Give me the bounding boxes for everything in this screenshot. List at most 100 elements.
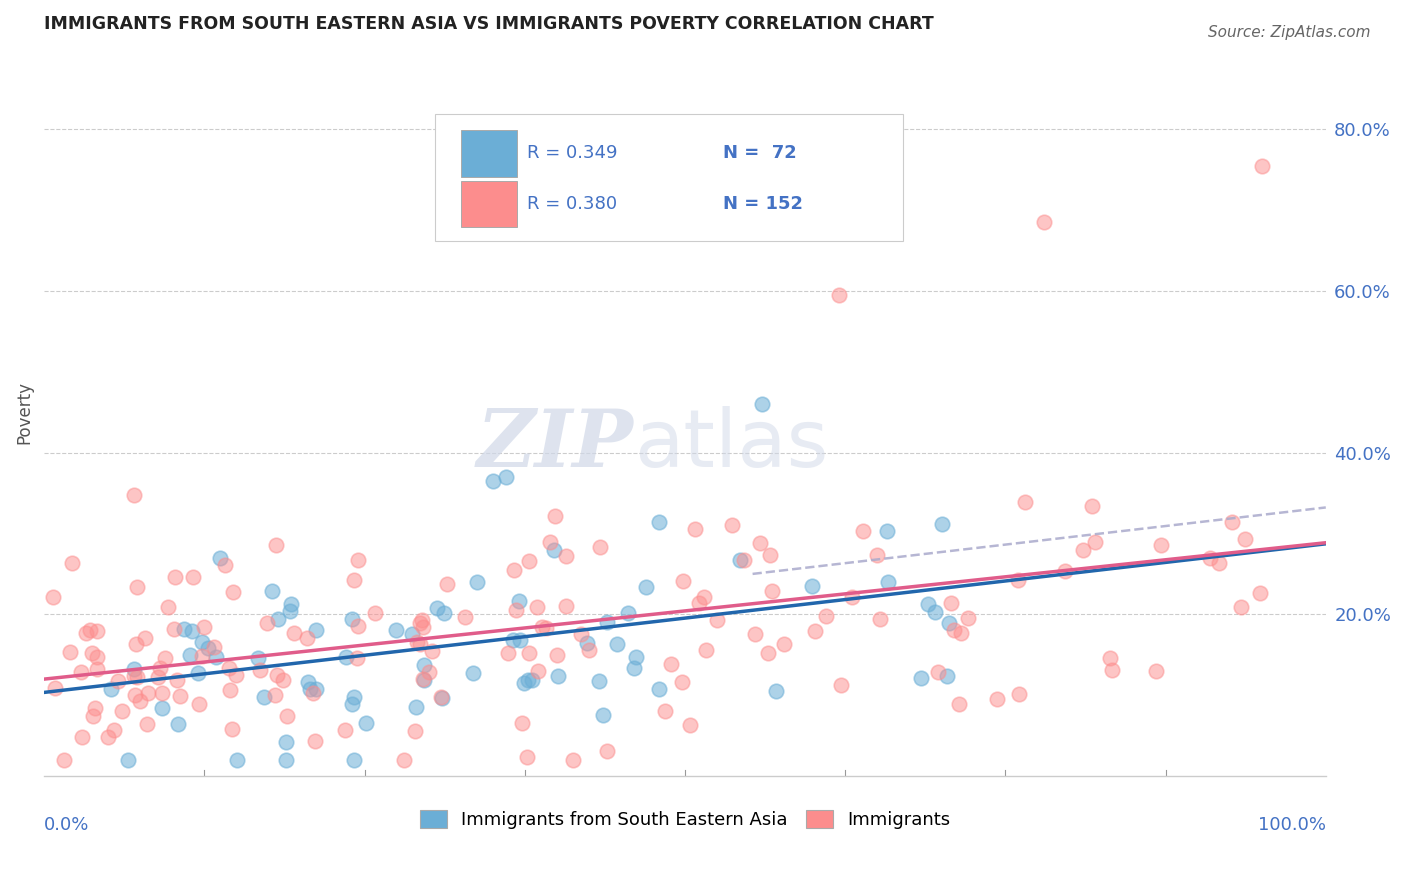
Point <box>555 549 578 563</box>
Point <box>409 637 432 651</box>
Point <box>636 580 658 594</box>
Point <box>343 753 366 767</box>
Point <box>866 548 889 562</box>
Point <box>134 631 156 645</box>
Point <box>59 645 82 659</box>
Point <box>1250 159 1272 173</box>
Point <box>430 691 453 706</box>
Point <box>1199 551 1222 566</box>
Point <box>283 625 305 640</box>
Point <box>413 673 436 687</box>
Point <box>69 665 91 680</box>
Text: atlas: atlas <box>634 406 828 484</box>
Point <box>267 612 290 626</box>
Point <box>208 551 231 566</box>
Point <box>578 642 600 657</box>
Point <box>260 583 283 598</box>
Point <box>204 640 226 654</box>
Point <box>956 611 979 625</box>
Point <box>938 615 960 630</box>
Y-axis label: Poverty: Poverty <box>15 381 32 444</box>
Point <box>122 488 145 502</box>
Point <box>706 613 728 627</box>
Point <box>502 633 524 648</box>
Text: N =  72: N = 72 <box>724 145 797 162</box>
Point <box>852 524 875 538</box>
Point <box>188 698 211 712</box>
Point <box>931 516 953 531</box>
Point <box>496 646 519 660</box>
Point <box>517 647 540 661</box>
Point <box>354 715 377 730</box>
Point <box>592 707 614 722</box>
Point <box>256 615 278 630</box>
Point <box>1007 687 1029 701</box>
Point <box>125 580 148 594</box>
Point <box>163 622 186 636</box>
Point <box>392 753 415 767</box>
Point <box>734 553 756 567</box>
Point <box>247 650 270 665</box>
Point <box>152 685 174 699</box>
Point <box>401 626 423 640</box>
Point <box>340 698 363 712</box>
Point <box>413 658 436 673</box>
Point <box>509 633 531 648</box>
Point <box>436 577 458 591</box>
Point <box>526 600 548 615</box>
Point <box>263 688 285 702</box>
Point <box>117 753 139 767</box>
Point <box>516 673 538 688</box>
Point <box>695 643 717 657</box>
Point <box>495 470 517 484</box>
Point <box>346 650 368 665</box>
Text: N = 152: N = 152 <box>724 195 803 213</box>
Point <box>299 681 322 696</box>
Point <box>517 553 540 567</box>
Point <box>876 575 898 590</box>
Point <box>226 753 249 767</box>
Point <box>346 619 368 633</box>
Point <box>804 624 827 638</box>
Point <box>1230 600 1253 615</box>
Point <box>333 723 356 737</box>
Point <box>190 635 212 649</box>
Point <box>422 644 444 658</box>
Point <box>150 700 173 714</box>
Point <box>97 730 120 744</box>
Point <box>588 674 610 689</box>
Point <box>671 674 693 689</box>
Point <box>659 657 682 671</box>
Point <box>728 553 751 567</box>
Point <box>751 397 773 411</box>
Point <box>128 693 150 707</box>
Point <box>302 686 325 700</box>
Point <box>100 681 122 696</box>
Point <box>1249 586 1271 600</box>
Point <box>343 690 366 704</box>
Point <box>409 616 432 631</box>
Point <box>304 734 326 748</box>
Point <box>221 722 243 736</box>
Point <box>190 648 212 663</box>
Point <box>187 665 209 680</box>
Point <box>943 623 966 637</box>
Point <box>179 648 201 662</box>
FancyBboxPatch shape <box>434 114 903 242</box>
Point <box>744 627 766 641</box>
Point <box>761 583 783 598</box>
Point <box>249 663 271 677</box>
Point <box>72 730 94 744</box>
Point <box>343 574 366 588</box>
Point <box>127 670 149 684</box>
Point <box>75 625 97 640</box>
Point <box>276 709 298 723</box>
Point <box>42 590 65 604</box>
Point <box>748 536 770 550</box>
Point <box>508 594 530 608</box>
Point <box>218 661 240 675</box>
Point <box>173 622 195 636</box>
Point <box>596 615 619 630</box>
Point <box>815 609 838 624</box>
Point <box>412 620 434 634</box>
